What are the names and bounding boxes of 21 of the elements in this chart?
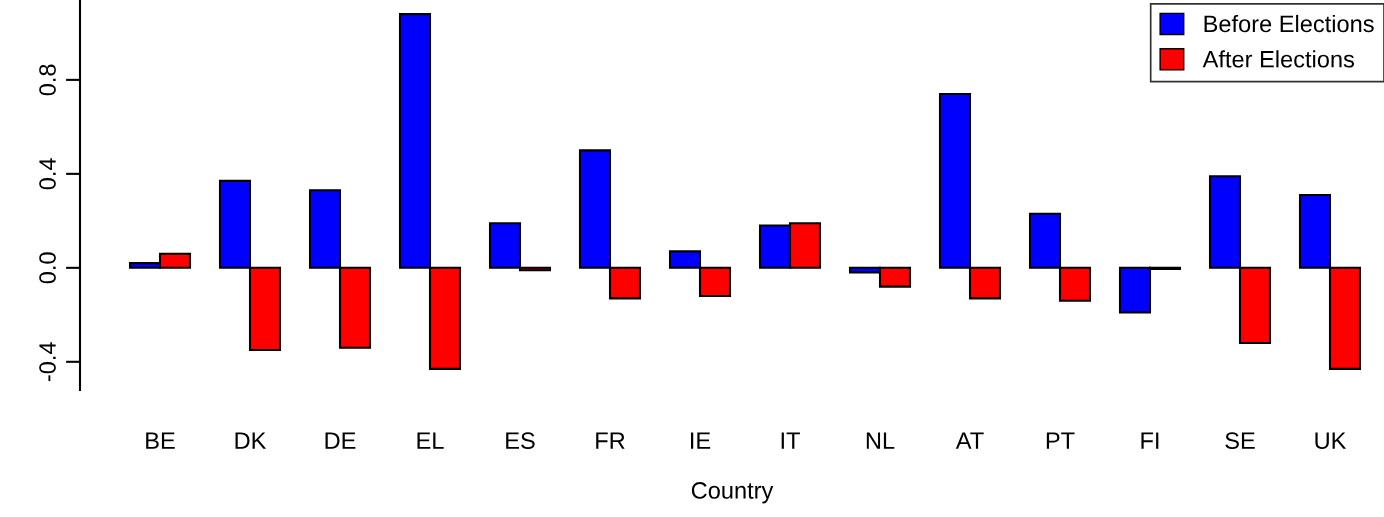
x-tick-label: ES: [506, 432, 535, 450]
x-tick-label: FI: [1141, 432, 1159, 449]
y-tick-label: 0.8: [39, 64, 56, 96]
x-tick-label: IE: [691, 432, 711, 449]
legend-label: After Elections: [1202, 50, 1355, 68]
x-tick-label: DK: [235, 432, 267, 449]
x-tick-label: NL: [866, 432, 895, 449]
x-axis-title: Country: [691, 482, 774, 504]
x-tick-label: DE: [325, 432, 356, 449]
y-tick-label: -0.4: [39, 342, 56, 382]
x-tick-label: FR: [596, 432, 625, 449]
x-tick-label: UK: [1315, 432, 1347, 450]
y-tick-label: 0.0: [39, 252, 56, 284]
x-tick-label: SE: [1225, 432, 1255, 450]
x-tick-label: EL: [417, 432, 444, 449]
x-tick-label: AT: [955, 432, 984, 449]
legend-label: Before Elections: [1204, 14, 1374, 33]
y-tick-label: 0.4: [39, 158, 56, 190]
x-tick-label: IT: [781, 432, 800, 449]
x-tick-label: PT: [1046, 432, 1075, 449]
x-tick-label: BE: [146, 432, 175, 449]
